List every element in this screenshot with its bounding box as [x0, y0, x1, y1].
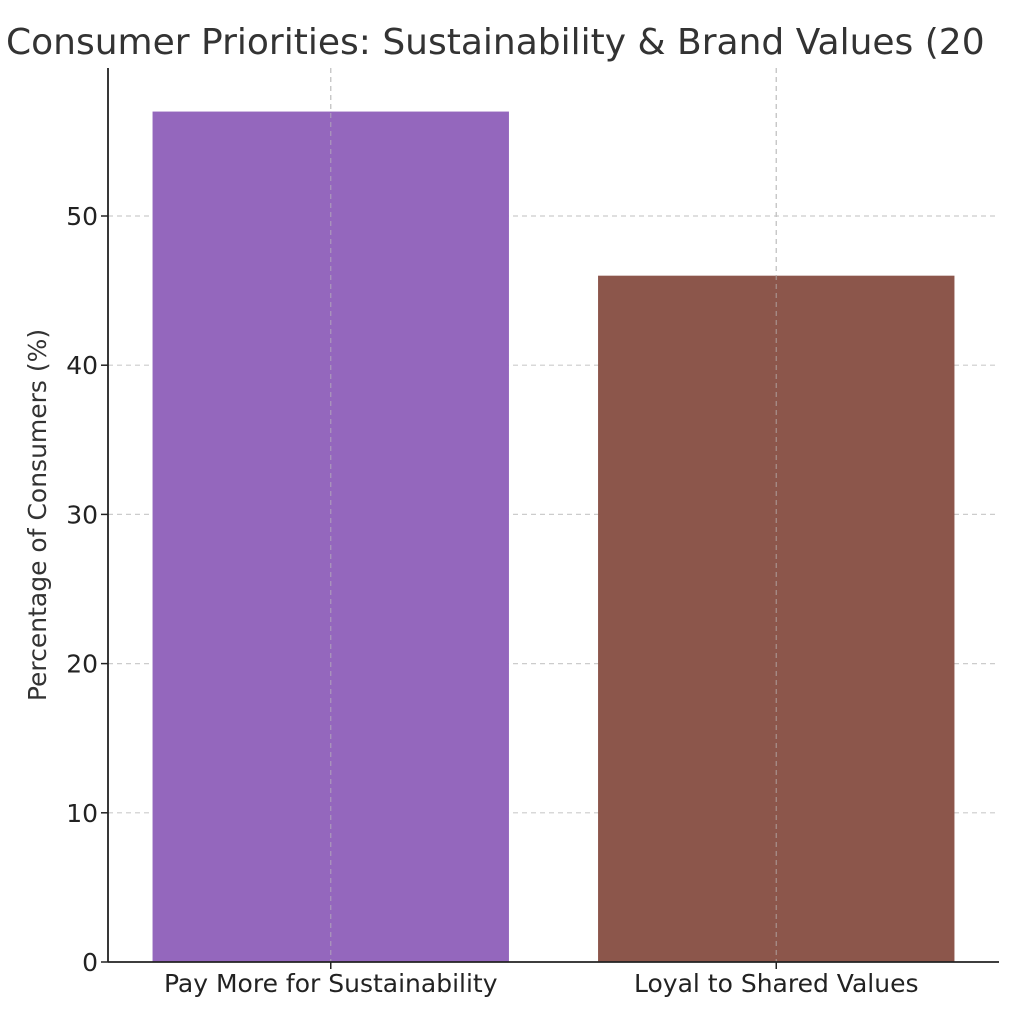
- y-tick-label: 20: [66, 650, 98, 679]
- x-tick-label: Pay More for Sustainability: [164, 969, 498, 998]
- ticks-layer: 0 10 20 30 40 50 Pay More for Sustainability Lo…: [66, 202, 918, 998]
- x-tick-label: Loyal to Shared Values: [634, 969, 918, 998]
- y-tick-label: 50: [66, 202, 98, 231]
- y-tick-label: 0: [82, 948, 98, 977]
- y-tick-label: 40: [66, 351, 98, 380]
- y-axis-label: Percentage of Consumers (%): [23, 329, 52, 701]
- chart-title: Consumer Priorities: Sustainability & Br…: [6, 22, 985, 63]
- bars-layer: [152, 68, 955, 962]
- y-tick-label: 10: [66, 799, 98, 828]
- y-tick-label: 30: [66, 500, 98, 529]
